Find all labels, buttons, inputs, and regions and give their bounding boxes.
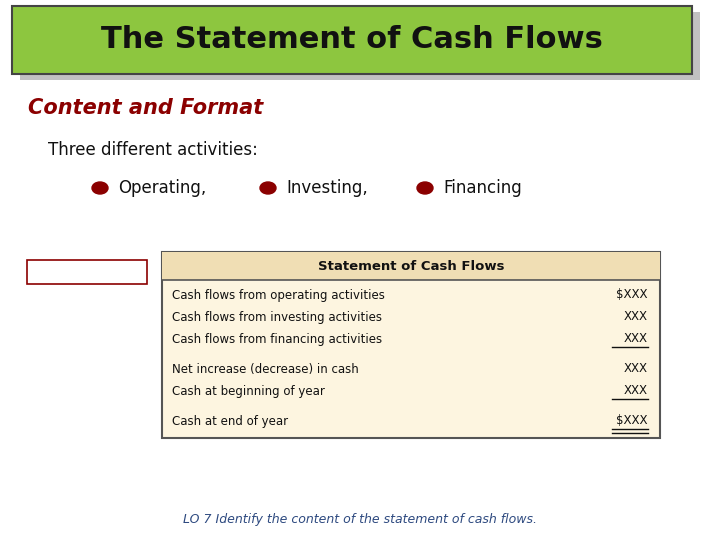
Text: Statement of Cash Flows: Statement of Cash Flows	[318, 260, 504, 273]
Text: XXX: XXX	[624, 384, 648, 397]
Text: $XXX: $XXX	[616, 288, 648, 301]
Text: The Statement of Cash Flows: The Statement of Cash Flows	[101, 25, 603, 55]
Text: Cash at end of year: Cash at end of year	[172, 415, 288, 428]
Text: Investing,: Investing,	[286, 179, 368, 197]
Text: Financing: Financing	[443, 179, 522, 197]
Text: Operating,: Operating,	[118, 179, 206, 197]
Circle shape	[417, 182, 433, 194]
FancyBboxPatch shape	[162, 252, 660, 438]
Text: Cash at beginning of year: Cash at beginning of year	[172, 384, 325, 397]
Text: Three different activities:: Three different activities:	[48, 141, 258, 159]
Text: XXX: XXX	[624, 310, 648, 323]
Text: Net increase (decrease) in cash: Net increase (decrease) in cash	[172, 362, 359, 375]
Text: Cash flows from operating activities: Cash flows from operating activities	[172, 288, 385, 301]
FancyBboxPatch shape	[12, 6, 692, 74]
Circle shape	[260, 182, 276, 194]
Text: LO 7 Identify the content of the statement of cash flows.: LO 7 Identify the content of the stateme…	[183, 514, 537, 526]
FancyBboxPatch shape	[27, 260, 147, 284]
Text: Cash flows from financing activities: Cash flows from financing activities	[172, 333, 382, 346]
Text: XXX: XXX	[624, 333, 648, 346]
Text: $XXX: $XXX	[616, 415, 648, 428]
Text: Content and Format: Content and Format	[28, 98, 264, 118]
FancyBboxPatch shape	[20, 12, 700, 80]
Text: Cash flows from investing activities: Cash flows from investing activities	[172, 310, 382, 323]
FancyBboxPatch shape	[162, 252, 660, 280]
Text: Illustration 5-24: Illustration 5-24	[48, 267, 126, 277]
Circle shape	[92, 182, 108, 194]
Text: XXX: XXX	[624, 362, 648, 375]
